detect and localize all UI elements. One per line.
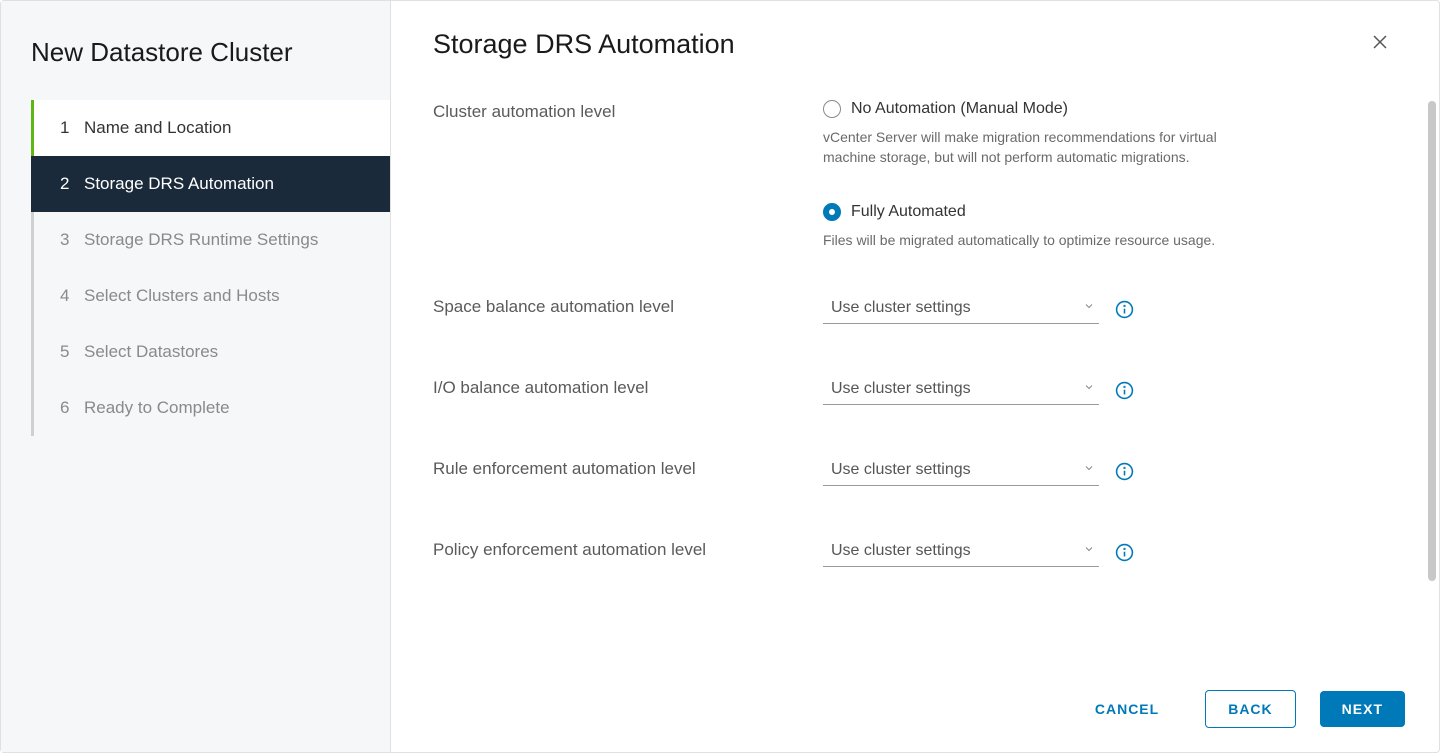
label-cluster-automation: Cluster automation level bbox=[433, 100, 823, 251]
step-name-and-location[interactable]: 1 Name and Location bbox=[31, 100, 390, 156]
select-value: Use cluster settings bbox=[831, 299, 971, 317]
radio-label: Fully Automated bbox=[851, 203, 966, 221]
control-rule-enforcement: Use cluster settings bbox=[823, 457, 1397, 486]
radio-description: Files will be migrated automatically to … bbox=[823, 231, 1253, 251]
select-value: Use cluster settings bbox=[831, 461, 971, 479]
row-space-balance: Space balance automation level Use clust… bbox=[433, 295, 1397, 324]
close-button[interactable] bbox=[1363, 29, 1397, 59]
step-label: Ready to Complete bbox=[84, 398, 230, 418]
row-io-balance: I/O balance automation level Use cluster… bbox=[433, 376, 1397, 405]
label-policy-enforcement: Policy enforcement automation level bbox=[433, 538, 823, 567]
select-io-balance[interactable]: Use cluster settings bbox=[823, 376, 1099, 405]
chevron-down-icon bbox=[1083, 299, 1095, 317]
step-storage-drs-runtime: 3 Storage DRS Runtime Settings bbox=[31, 212, 390, 268]
step-number: 5 bbox=[60, 342, 84, 362]
chevron-down-icon bbox=[1083, 461, 1095, 479]
row-cluster-automation: Cluster automation level No Automation (… bbox=[433, 100, 1397, 251]
step-select-clusters-hosts: 4 Select Clusters and Hosts bbox=[31, 268, 390, 324]
step-number: 1 bbox=[60, 118, 84, 138]
info-icon[interactable] bbox=[1115, 300, 1134, 319]
radio-label: No Automation (Manual Mode) bbox=[851, 100, 1068, 118]
select-rule-enforcement[interactable]: Use cluster settings bbox=[823, 457, 1099, 486]
info-icon[interactable] bbox=[1115, 381, 1134, 400]
wizard-container: New Datastore Cluster 1 Name and Locatio… bbox=[0, 0, 1440, 753]
cancel-button[interactable]: CANCEL bbox=[1073, 691, 1181, 727]
step-label: Storage DRS Automation bbox=[84, 174, 274, 194]
control-io-balance: Use cluster settings bbox=[823, 376, 1397, 405]
step-ready-to-complete: 6 Ready to Complete bbox=[31, 380, 390, 436]
row-rule-enforcement: Rule enforcement automation level Use cl… bbox=[433, 457, 1397, 486]
radio-no-automation[interactable]: No Automation (Manual Mode) bbox=[823, 100, 1397, 118]
control-policy-enforcement: Use cluster settings bbox=[823, 538, 1397, 567]
radio-description: vCenter Server will make migration recom… bbox=[823, 128, 1253, 167]
step-label: Select Clusters and Hosts bbox=[84, 286, 280, 306]
form-content: Cluster automation level No Automation (… bbox=[391, 80, 1439, 672]
next-button[interactable]: NEXT bbox=[1320, 691, 1405, 727]
step-number: 2 bbox=[60, 174, 84, 194]
main-header: Storage DRS Automation bbox=[391, 1, 1439, 80]
select-policy-enforcement[interactable]: Use cluster settings bbox=[823, 538, 1099, 567]
label-rule-enforcement: Rule enforcement automation level bbox=[433, 457, 823, 486]
select-space-balance[interactable]: Use cluster settings bbox=[823, 295, 1099, 324]
sidebar-title: New Datastore Cluster bbox=[1, 25, 390, 100]
back-button[interactable]: BACK bbox=[1205, 690, 1295, 728]
control-space-balance: Use cluster settings bbox=[823, 295, 1397, 324]
step-label: Select Datastores bbox=[84, 342, 218, 362]
step-label: Name and Location bbox=[84, 118, 231, 138]
chevron-down-icon bbox=[1083, 542, 1095, 560]
step-number: 6 bbox=[60, 398, 84, 418]
wizard-steps: 1 Name and Location 2 Storage DRS Automa… bbox=[31, 100, 390, 436]
wizard-footer: CANCEL BACK NEXT bbox=[391, 672, 1439, 752]
wizard-main: Storage DRS Automation Cluster automatio… bbox=[391, 1, 1439, 752]
radio-group-auto: Fully Automated Files will be migrated a… bbox=[823, 203, 1397, 251]
select-value: Use cluster settings bbox=[831, 380, 971, 398]
scrollbar-thumb[interactable] bbox=[1428, 101, 1436, 581]
chevron-down-icon bbox=[1083, 380, 1095, 398]
step-label: Storage DRS Runtime Settings bbox=[84, 230, 318, 250]
radio-icon bbox=[823, 100, 841, 118]
label-io-balance: I/O balance automation level bbox=[433, 376, 823, 405]
radio-fully-automated[interactable]: Fully Automated bbox=[823, 203, 1397, 221]
label-space-balance: Space balance automation level bbox=[433, 295, 823, 324]
step-number: 4 bbox=[60, 286, 84, 306]
select-value: Use cluster settings bbox=[831, 542, 971, 560]
row-policy-enforcement: Policy enforcement automation level Use … bbox=[433, 538, 1397, 567]
page-title: Storage DRS Automation bbox=[433, 29, 735, 60]
radio-icon bbox=[823, 203, 841, 221]
step-storage-drs-automation[interactable]: 2 Storage DRS Automation bbox=[31, 156, 390, 212]
step-number: 3 bbox=[60, 230, 84, 250]
control-cluster-automation: No Automation (Manual Mode) vCenter Serv… bbox=[823, 100, 1397, 251]
step-select-datastores: 5 Select Datastores bbox=[31, 324, 390, 380]
info-icon[interactable] bbox=[1115, 462, 1134, 481]
close-icon bbox=[1371, 33, 1389, 51]
info-icon[interactable] bbox=[1115, 543, 1134, 562]
radio-group-manual: No Automation (Manual Mode) vCenter Serv… bbox=[823, 100, 1397, 167]
wizard-sidebar: New Datastore Cluster 1 Name and Locatio… bbox=[1, 1, 391, 752]
